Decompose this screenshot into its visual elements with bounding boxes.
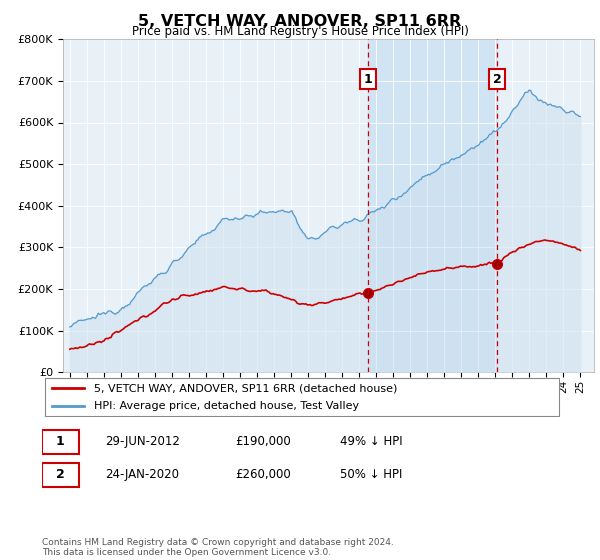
Text: Price paid vs. HM Land Registry's House Price Index (HPI): Price paid vs. HM Land Registry's House … [131, 25, 469, 38]
FancyBboxPatch shape [44, 377, 559, 417]
Text: £190,000: £190,000 [235, 435, 291, 449]
FancyBboxPatch shape [42, 430, 79, 454]
Text: 49% ↓ HPI: 49% ↓ HPI [340, 435, 402, 449]
Bar [368, 39, 497, 372]
Text: 50% ↓ HPI: 50% ↓ HPI [340, 468, 402, 482]
Text: 29-JUN-2012: 29-JUN-2012 [104, 435, 179, 449]
Text: HPI: Average price, detached house, Test Valley: HPI: Average price, detached house, Test… [94, 401, 359, 411]
FancyBboxPatch shape [42, 463, 79, 487]
Text: 5, VETCH WAY, ANDOVER, SP11 6RR: 5, VETCH WAY, ANDOVER, SP11 6RR [139, 14, 461, 29]
Text: Contains HM Land Registry data © Crown copyright and database right 2024.
This d: Contains HM Land Registry data © Crown c… [42, 538, 394, 557]
Text: 2: 2 [493, 73, 502, 86]
Text: 2: 2 [56, 468, 65, 482]
Text: 24-JAN-2020: 24-JAN-2020 [104, 468, 179, 482]
Text: 1: 1 [363, 73, 372, 86]
Text: £260,000: £260,000 [235, 468, 291, 482]
Text: 1: 1 [56, 435, 65, 449]
Text: 5, VETCH WAY, ANDOVER, SP11 6RR (detached house): 5, VETCH WAY, ANDOVER, SP11 6RR (detache… [94, 383, 398, 393]
